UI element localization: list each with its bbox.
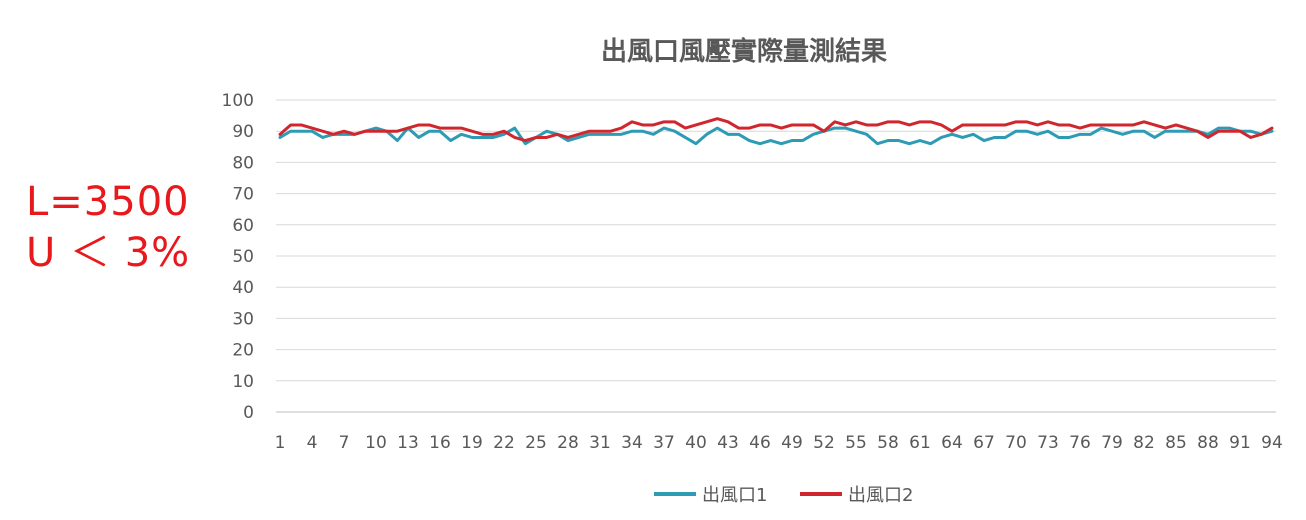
x-tick-label: 16	[429, 433, 451, 453]
legend-label-1: 出風口1	[702, 485, 767, 506]
x-tick-label: 52	[813, 433, 835, 453]
y-tick-label: 50	[232, 247, 254, 267]
y-tick-label: 40	[232, 278, 254, 298]
x-tick-label: 37	[653, 433, 675, 453]
y-tick-label: 10	[232, 372, 254, 392]
legend-label-2: 出風口2	[848, 485, 913, 506]
x-tick-label: 67	[973, 433, 995, 453]
x-tick-label: 10	[365, 433, 387, 453]
y-axis-ticks: 0 10 20 30 40 50 60 70 80 90 100	[222, 91, 254, 423]
x-tick-label: 7	[339, 433, 350, 453]
x-tick-label: 34	[621, 433, 643, 453]
x-tick-label: 73	[1037, 433, 1059, 453]
x-tick-label: 70	[1005, 433, 1027, 453]
x-tick-label: 94	[1261, 433, 1283, 453]
x-tick-label: 61	[909, 433, 931, 453]
x-tick-label: 64	[941, 433, 963, 453]
x-tick-label: 55	[845, 433, 867, 453]
x-tick-label: 91	[1229, 433, 1251, 453]
x-tick-label: 85	[1165, 433, 1187, 453]
chart-title: 出風口風壓實際量測結果	[601, 36, 887, 67]
x-axis-ticks: 1 4 7 10 13 16 19 22 25 28 31 34 37 40 43 46 49 52 55 58 61 6…	[275, 433, 1283, 453]
y-tick-label: 20	[232, 341, 254, 361]
x-tick-label: 4	[307, 433, 318, 453]
x-tick-label: 19	[461, 433, 483, 453]
annotation-uniformity: U ＜ 3%	[26, 230, 191, 276]
legend: 出風口1 出風口2	[654, 485, 913, 506]
x-tick-label: 28	[557, 433, 579, 453]
x-tick-label: 88	[1197, 433, 1219, 453]
y-tick-label: 80	[232, 153, 254, 173]
gridlines	[276, 99, 1276, 413]
x-tick-label: 46	[749, 433, 771, 453]
y-tick-label: 100	[222, 91, 254, 111]
y-tick-label: 30	[232, 309, 254, 329]
x-tick-label: 76	[1069, 433, 1091, 453]
series-lines	[278, 117, 1274, 146]
x-tick-label: 1	[275, 433, 286, 453]
x-tick-label: 43	[717, 433, 739, 453]
x-tick-label: 25	[525, 433, 547, 453]
y-tick-label: 90	[232, 122, 254, 142]
y-tick-label: 70	[232, 185, 254, 205]
x-tick-label: 79	[1101, 433, 1123, 453]
y-tick-label: 0	[243, 403, 254, 423]
y-tick-label: 60	[232, 216, 254, 236]
annotation-length: L=3500	[26, 179, 190, 225]
x-tick-label: 13	[397, 433, 419, 453]
x-tick-label: 82	[1133, 433, 1155, 453]
x-tick-label: 31	[589, 433, 611, 453]
series-line-1	[278, 126, 1274, 146]
x-tick-label: 22	[493, 433, 515, 453]
x-tick-label: 49	[781, 433, 803, 453]
x-tick-label: 40	[685, 433, 707, 453]
series-line-2	[278, 117, 1274, 143]
x-tick-label: 58	[877, 433, 899, 453]
